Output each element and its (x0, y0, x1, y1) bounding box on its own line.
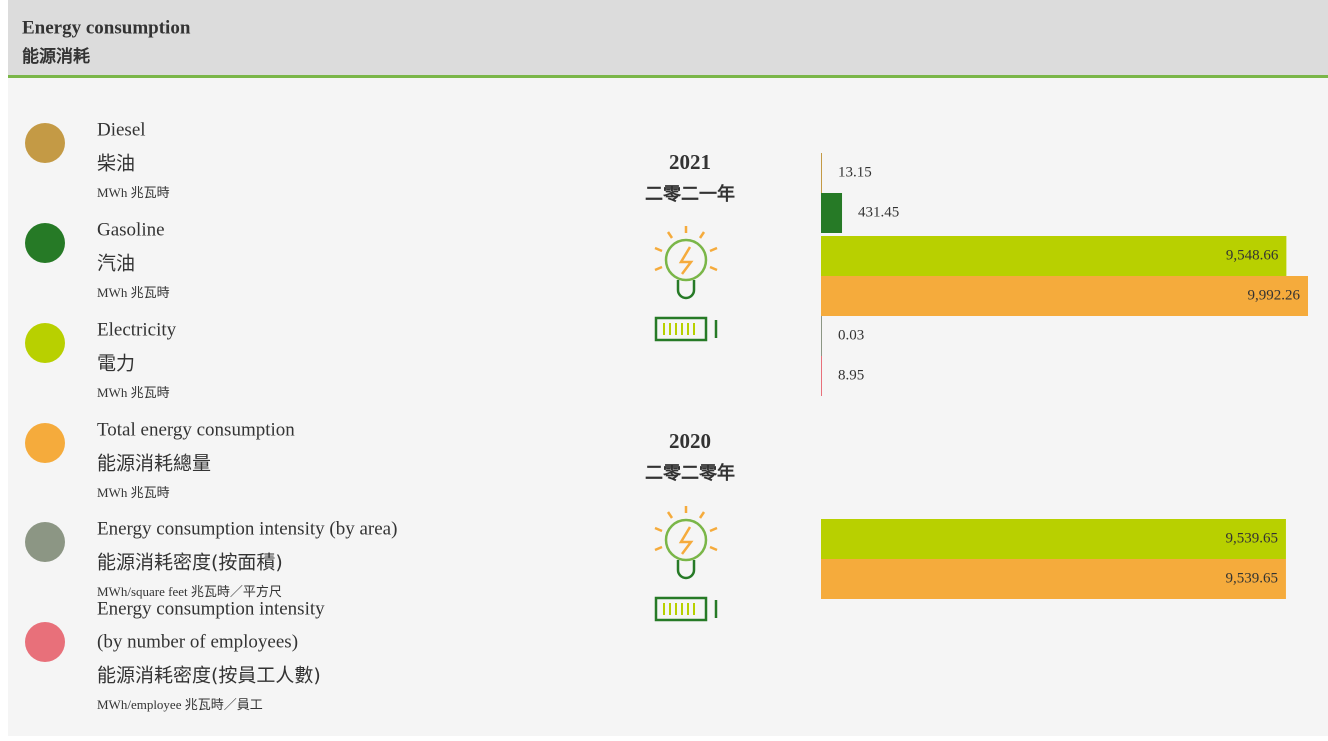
value-label: 8.95 (838, 367, 864, 383)
value-label: 9,539.65 (1225, 530, 1278, 546)
legend-unit: MWh 兆瓦時 (97, 285, 170, 300)
legend-swatch (25, 123, 65, 163)
legend-label: (by number of employees) (97, 631, 298, 652)
legend-label: Total energy consumption (97, 419, 295, 440)
legend-unit: MWh 兆瓦時 (97, 485, 170, 500)
icons (654, 226, 718, 622)
legend-unit: MWh 兆瓦時 (97, 385, 170, 400)
legend-label: 能源消耗密度(按員工人數) (97, 665, 321, 687)
bar (821, 236, 1287, 276)
legend-swatch (25, 323, 65, 363)
legend-label: 電力 (97, 353, 135, 375)
chart-title: Energy consumption (22, 17, 191, 38)
header-band (8, 0, 1328, 76)
bar (821, 276, 1308, 316)
year-label: 2021 (669, 150, 711, 174)
year-label: 2020 (669, 429, 711, 453)
bar (821, 316, 822, 356)
legend-swatch (25, 522, 65, 562)
legend-label: Diesel (97, 119, 146, 140)
legend-label: Electricity (97, 319, 177, 340)
legend-label: 汽油 (97, 253, 135, 275)
year-label-zh: 二零二一年 (645, 183, 735, 205)
bar (821, 193, 843, 233)
legend-label: 能源消耗總量 (97, 453, 211, 475)
legend-label: 能源消耗密度(按面積) (97, 552, 283, 574)
value-label: 9,992.26 (1248, 287, 1301, 303)
legend-swatch (25, 622, 65, 662)
value-label: 9,539.65 (1225, 570, 1278, 586)
bulb-icon (654, 226, 718, 342)
legend-unit: MWh 兆瓦時 (97, 185, 170, 200)
legend-label: Energy consumption intensity (by area) (97, 518, 397, 539)
chart-subtitle: 能源消耗 (22, 46, 90, 67)
value-label: 9,548.66 (1226, 247, 1279, 263)
legend-swatch (25, 223, 65, 263)
value-label: 431.45 (858, 204, 899, 220)
background (8, 0, 1328, 736)
legend-swatch (25, 423, 65, 463)
value-label: 13.15 (838, 164, 872, 180)
legend-label: 柴油 (97, 153, 135, 175)
bar (821, 153, 822, 193)
legend-label: Energy consumption intensity (97, 598, 325, 619)
bar (821, 356, 822, 396)
legend-unit: MWh/employee 兆瓦時／員工 (97, 697, 263, 712)
legend-label: Gasoline (97, 219, 165, 240)
header-rule (8, 75, 1328, 78)
value-label: 0.03 (838, 327, 864, 343)
bar (821, 559, 1286, 599)
year-label-zh: 二零二零年 (645, 462, 735, 484)
legend-unit: MWh/square feet 兆瓦時／平方尺 (97, 584, 282, 599)
bulb-icon (654, 506, 718, 622)
bar (821, 519, 1286, 559)
